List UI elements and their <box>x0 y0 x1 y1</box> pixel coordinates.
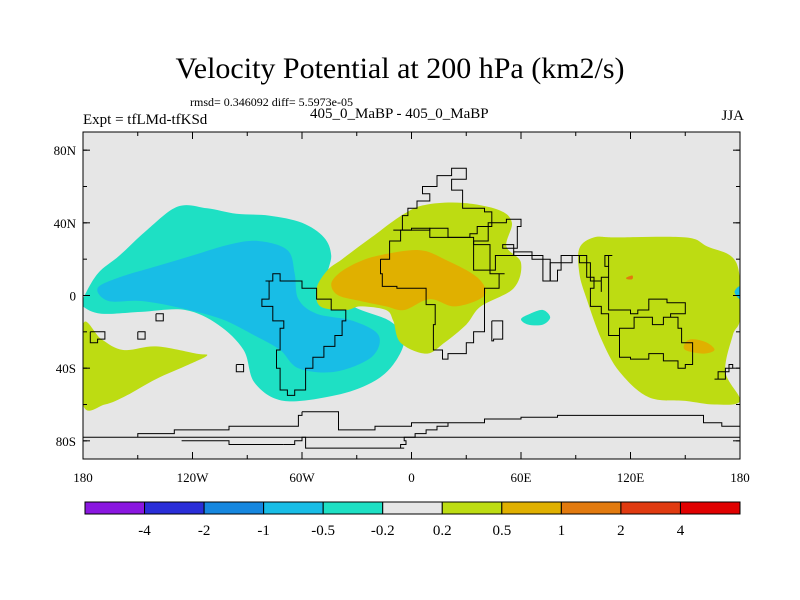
colorbar-box-5 <box>382 501 443 515</box>
colorbar-label-6: 0.5 <box>492 523 511 539</box>
colorbar-label-5: 0.2 <box>433 523 452 539</box>
colorbar-box-8 <box>560 501 622 515</box>
colorbar-box-6 <box>441 501 503 515</box>
coastline-10 <box>283 422 449 449</box>
x-tick-label-1: 120W <box>177 470 210 485</box>
coastline-9 <box>181 440 284 445</box>
colorbar-label-9: 4 <box>677 523 685 539</box>
colorbar-label-0: -4 <box>138 523 151 539</box>
colorbar-box-3 <box>263 501 324 515</box>
x-tick-label-3: 0 <box>408 470 415 485</box>
colorbar-box-0 <box>84 501 146 515</box>
contour-region-4 <box>331 250 486 311</box>
contour-region-7 <box>83 321 208 411</box>
colorbar-box-1 <box>144 501 205 515</box>
colorbar-label-3: -0.5 <box>311 523 335 539</box>
colorbar-box-9 <box>620 501 681 515</box>
x-tick-label-6: 180 <box>730 470 750 485</box>
colorbar-label-2: -1 <box>257 523 270 539</box>
colorbar-label-7: 1 <box>558 523 566 539</box>
y-tick-label-3: 40S <box>56 361 76 376</box>
colorbar: -4 -2 -1 -0.5 -0.2 0.2 0.5 1 2 4 <box>84 501 741 539</box>
colorbar-box-2 <box>203 501 265 515</box>
axis-ticks: 180 120W 60W 0 60E 120E 180 80N 40N 0 40S 80S <box>54 132 750 485</box>
contour-region-2 <box>520 309 551 326</box>
y-tick-label-4: 80S <box>56 434 76 449</box>
x-tick-label-2: 60W <box>289 470 315 485</box>
x-tick-label-0: 180 <box>73 470 93 485</box>
coastline-3 <box>473 218 522 271</box>
experiment-label: Expt = tfLMd-tfKSd <box>83 112 208 128</box>
colorbar-label-4: -0.2 <box>371 523 395 539</box>
colorbar-box-4 <box>322 501 384 515</box>
y-tick-label-1: 40N <box>54 216 77 231</box>
x-tick-label-5: 120E <box>617 470 645 485</box>
y-tick-label-0: 80N <box>54 143 77 158</box>
coastline-12 <box>155 313 164 322</box>
colorbar-box-7 <box>501 501 562 515</box>
coastline-14 <box>235 364 245 373</box>
coastline-5 <box>513 251 620 336</box>
coastline-11 <box>89 331 106 344</box>
contour-region-5 <box>578 236 740 405</box>
contour-region-1 <box>97 240 380 373</box>
y-tick-label-2: 0 <box>70 289 77 304</box>
stats-text: rmsd= 0.346092 diff= 5.5973e-05 <box>190 95 353 109</box>
colorbar-label-1: -2 <box>198 523 211 539</box>
chart-title: Velocity Potential at 200 hPa (km2/s) <box>175 52 625 85</box>
contour-region-8 <box>626 275 633 280</box>
colorbar-label-8: 2 <box>617 523 625 539</box>
x-tick-label-4: 60E <box>511 470 532 485</box>
colorbar-box-10 <box>679 501 741 515</box>
coastline-7 <box>261 273 347 396</box>
coastline-13 <box>137 331 146 340</box>
coastline-6 <box>714 364 734 380</box>
center-label: 405_0_MaBP - 405_0_MaBP <box>310 106 489 122</box>
coastline-8 <box>83 411 740 438</box>
coastline-1 <box>380 227 505 360</box>
coastlines <box>83 167 740 449</box>
season-label: JJA <box>721 108 744 124</box>
coastline-2 <box>491 320 504 342</box>
